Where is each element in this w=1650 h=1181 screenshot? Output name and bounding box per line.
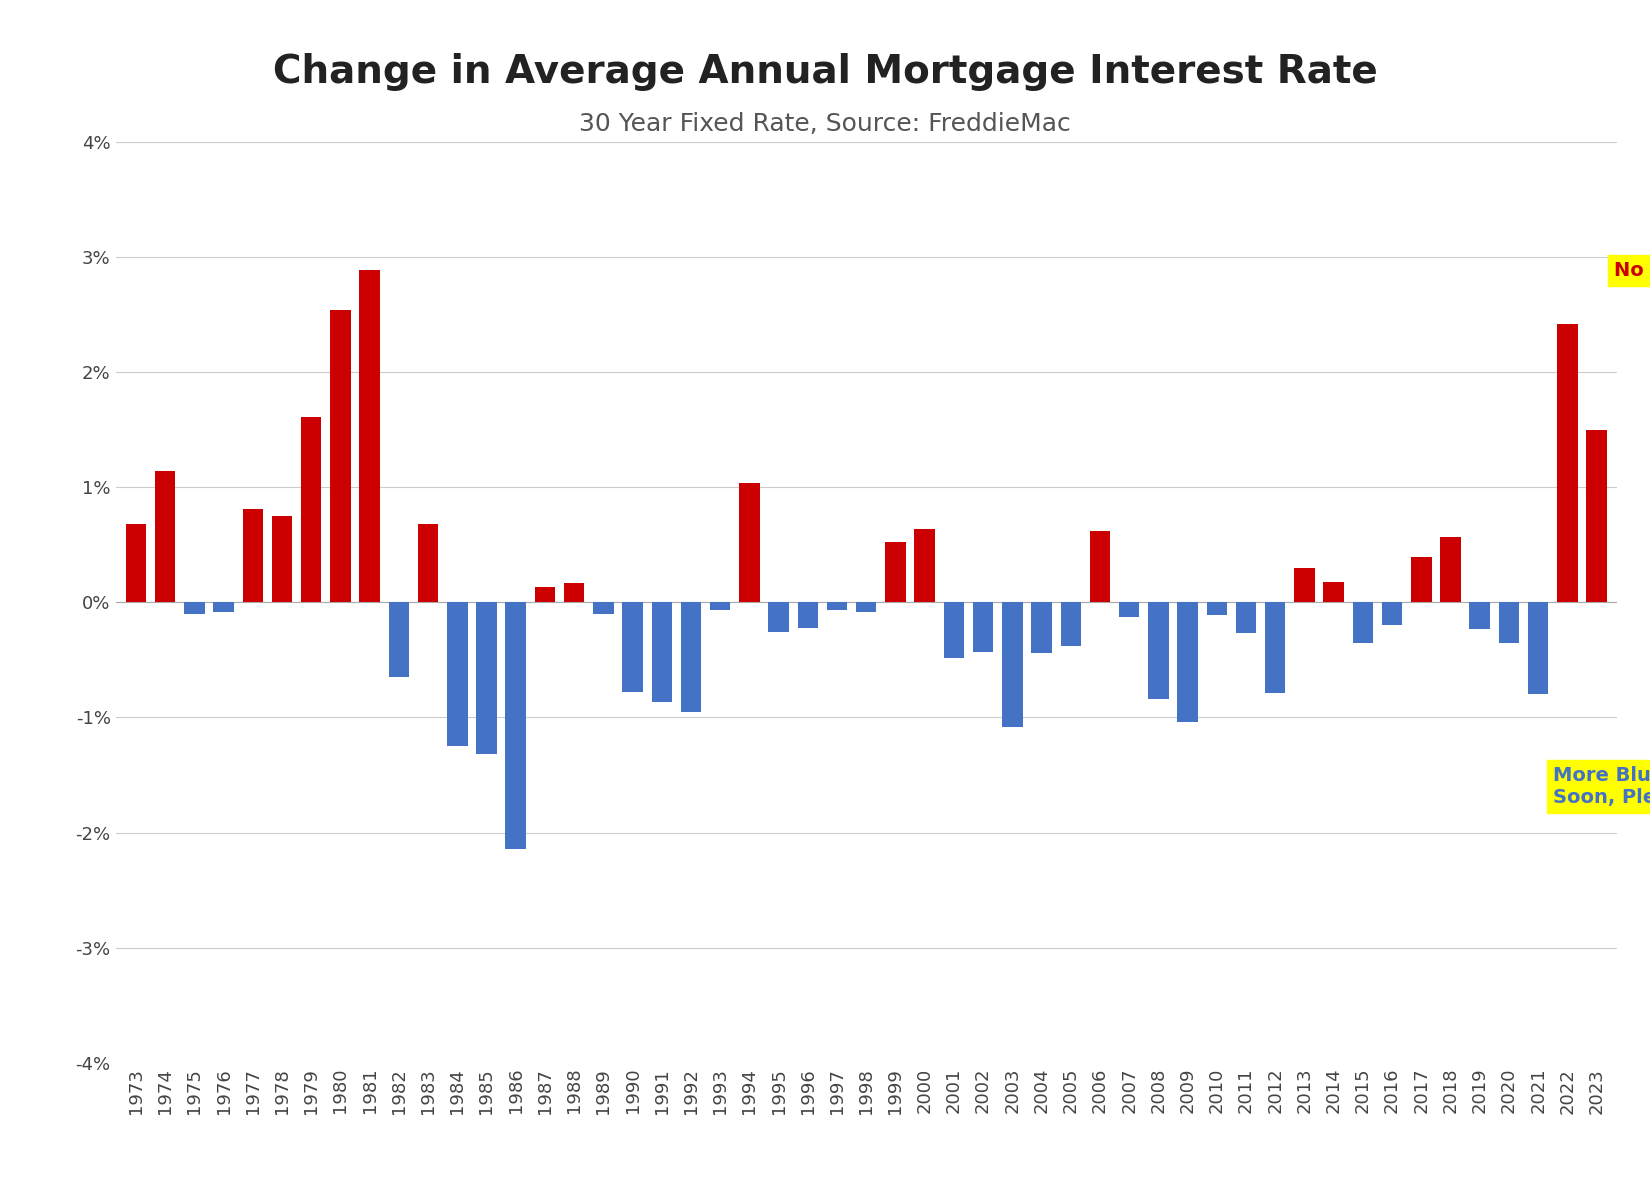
- Bar: [1353, 602, 1373, 642]
- Bar: [769, 602, 789, 632]
- Bar: [797, 602, 818, 627]
- Bar: [300, 417, 322, 602]
- Text: No Fun!: No Fun!: [1614, 261, 1650, 280]
- Bar: [622, 602, 644, 692]
- Bar: [213, 602, 234, 612]
- Bar: [1558, 324, 1577, 602]
- Bar: [974, 602, 993, 652]
- Bar: [1381, 602, 1402, 626]
- Bar: [1498, 602, 1520, 642]
- Bar: [1266, 602, 1285, 693]
- Bar: [1528, 602, 1548, 694]
- Bar: [681, 602, 701, 712]
- Bar: [1236, 602, 1256, 633]
- Bar: [652, 602, 672, 703]
- Bar: [1119, 602, 1140, 618]
- Bar: [564, 582, 584, 602]
- Bar: [1061, 602, 1081, 646]
- Bar: [1470, 602, 1490, 628]
- Bar: [1178, 602, 1198, 722]
- Bar: [739, 483, 759, 602]
- Bar: [417, 524, 439, 602]
- Bar: [1031, 602, 1051, 653]
- Bar: [535, 587, 554, 602]
- Bar: [447, 602, 467, 746]
- Bar: [1148, 602, 1168, 699]
- Bar: [1586, 430, 1607, 602]
- Bar: [914, 529, 936, 602]
- Bar: [1002, 602, 1023, 726]
- Bar: [125, 524, 147, 602]
- Bar: [185, 602, 205, 614]
- Bar: [710, 602, 731, 611]
- Bar: [155, 471, 175, 602]
- Bar: [505, 602, 526, 849]
- Text: More Blue,
Soon, Please!?: More Blue, Soon, Please!?: [1553, 765, 1650, 807]
- Bar: [243, 509, 262, 602]
- Bar: [389, 602, 409, 677]
- Text: Change in Average Annual Mortgage Interest Rate: Change in Average Annual Mortgage Intere…: [272, 53, 1378, 91]
- Bar: [1206, 602, 1228, 615]
- Bar: [1323, 581, 1343, 602]
- Bar: [272, 516, 292, 602]
- Bar: [886, 542, 906, 602]
- Bar: [1440, 536, 1460, 602]
- Bar: [944, 602, 964, 658]
- Bar: [592, 602, 614, 614]
- Bar: [827, 602, 846, 611]
- Text: 30 Year Fixed Rate, Source: FreddieMac: 30 Year Fixed Rate, Source: FreddieMac: [579, 112, 1071, 136]
- Bar: [1294, 568, 1315, 602]
- Bar: [1089, 531, 1110, 602]
- Bar: [330, 309, 351, 602]
- Bar: [477, 602, 497, 755]
- Bar: [1411, 557, 1432, 602]
- Bar: [856, 602, 876, 612]
- Bar: [360, 269, 380, 602]
